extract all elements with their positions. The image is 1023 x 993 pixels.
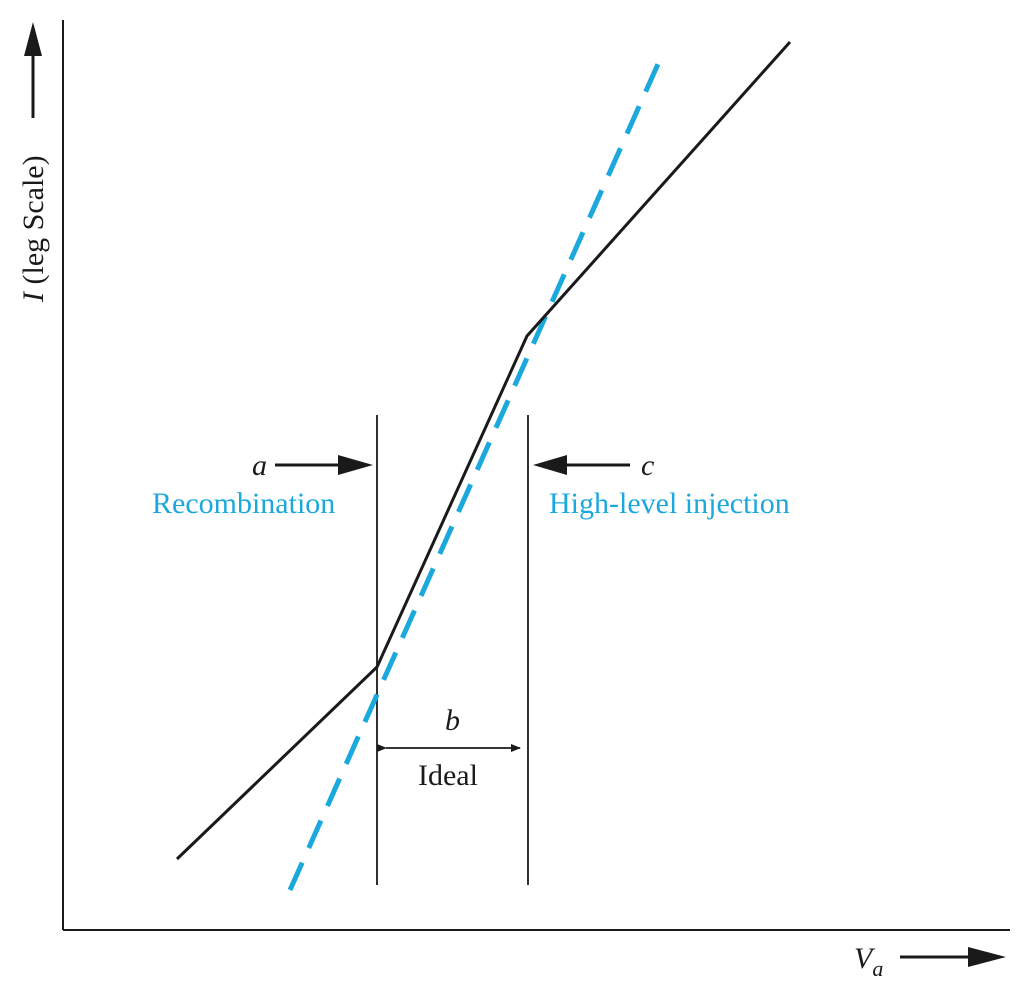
y-axis-arrow <box>24 22 42 118</box>
region-c-arrow <box>533 455 630 475</box>
x-axis-label-var: V <box>854 942 876 975</box>
region-c-letter: c <box>641 449 654 482</box>
y-axis-label-rest: (leg Scale) <box>17 155 50 292</box>
ideal-curve-dashed <box>287 62 661 892</box>
region-a-letter: a <box>252 449 267 482</box>
y-axis-label-var: I <box>17 290 50 303</box>
actual-iv-curve <box>175 40 792 861</box>
x-axis-label: Va <box>854 942 883 981</box>
x-axis-label-sub: a <box>872 956 883 981</box>
region-b-letter: b <box>445 704 460 737</box>
region-a-name: Recombination <box>152 487 335 520</box>
region-c-name: High-level injection <box>549 487 790 520</box>
y-axis-label: I (leg Scale) <box>17 155 50 303</box>
x-axis-arrow <box>900 947 1006 967</box>
region-b-name: Ideal <box>418 759 478 792</box>
region-a-arrow <box>275 455 373 475</box>
